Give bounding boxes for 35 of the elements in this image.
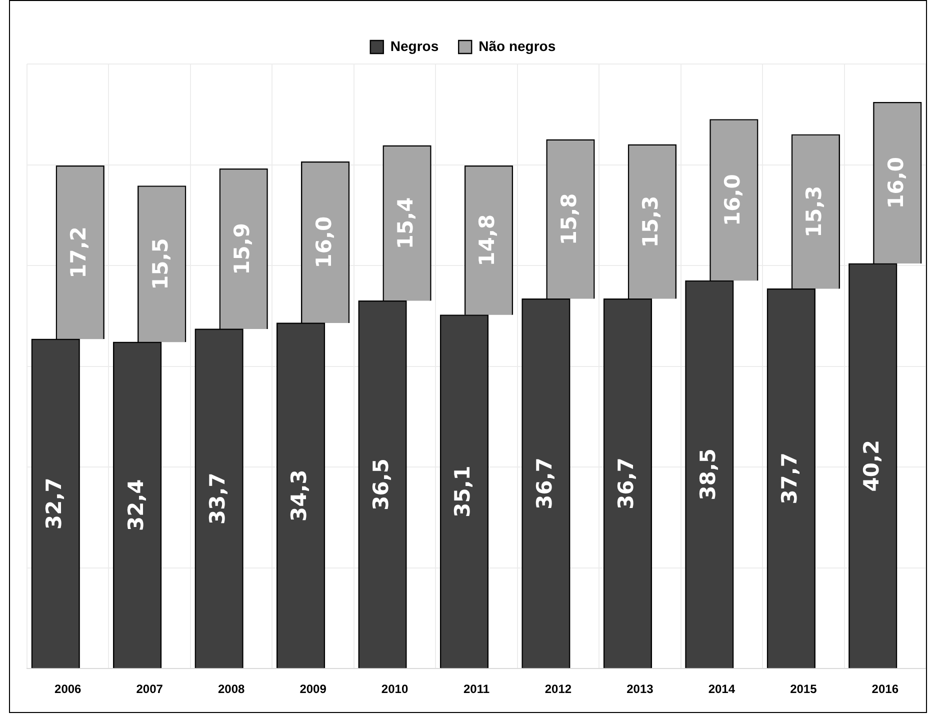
x-tick-label: 2014 (708, 682, 736, 696)
data-label: 40,2 (859, 440, 884, 492)
data-label: 15,9 (230, 222, 254, 275)
data-label: 17,2 (66, 226, 91, 278)
x-tick-label: 2009 (300, 682, 327, 696)
data-label: 34,3 (287, 470, 312, 522)
data-label: 16,0 (720, 174, 744, 226)
data-label: 16,0 (884, 156, 908, 209)
data-label: 15,8 (556, 193, 581, 246)
x-tick-label: 2007 (136, 682, 164, 696)
x-tick-label: 2016 (872, 682, 899, 696)
data-label: 36,7 (532, 458, 556, 510)
data-label: 15,3 (802, 186, 826, 238)
data-label: 15,4 (393, 197, 418, 250)
data-label: 15,5 (148, 238, 172, 290)
data-label: 36,7 (614, 458, 638, 510)
x-tick-label: 2010 (381, 682, 408, 696)
x-tick-label: 2013 (626, 682, 654, 696)
x-tick-label: 2012 (544, 682, 572, 696)
data-label: 33,7 (206, 472, 230, 524)
data-label: 37,7 (778, 452, 802, 504)
x-tick-label: 2011 (463, 682, 490, 696)
data-label: 15,3 (638, 196, 663, 248)
data-label: 16,0 (312, 216, 336, 268)
data-label: 32,7 (42, 478, 66, 530)
data-label: 32,4 (124, 479, 148, 532)
data-label: 36,5 (368, 458, 393, 510)
data-label: 35,1 (450, 466, 475, 518)
data-label: 38,5 (696, 448, 720, 500)
x-tick-label: 2015 (790, 682, 818, 696)
x-tick-label: 2008 (218, 682, 245, 696)
data-label: 14,8 (475, 214, 500, 266)
legend-label: Não negros (478, 38, 556, 54)
x-tick-label: 2006 (54, 682, 82, 696)
legend-label: Negros (390, 38, 439, 54)
